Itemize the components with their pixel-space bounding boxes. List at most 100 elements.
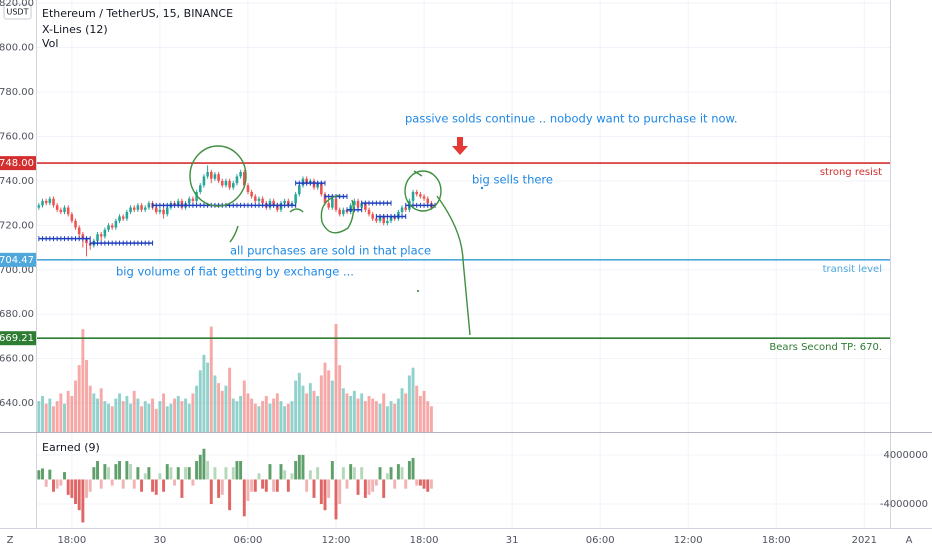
volume-bar [52, 406, 55, 432]
candle-body [140, 205, 143, 210]
candle-body [243, 172, 246, 186]
earned-bar [88, 479, 92, 492]
candle-body [59, 209, 63, 212]
volume-bar [228, 367, 232, 432]
candle-body [419, 194, 422, 197]
y-tick-label: 720.00 [0, 220, 34, 231]
volume-bar [250, 398, 254, 432]
volume-bar [275, 393, 279, 432]
currency-button[interactable] [3, 3, 32, 20]
toolbar-button[interactable]: A [906, 535, 913, 546]
earned-bar [129, 464, 133, 480]
volume-bar [349, 396, 353, 432]
x-tick-label: 12:00 [322, 535, 351, 546]
volume-bar [264, 396, 268, 432]
earned-bar [411, 457, 415, 480]
level-tag [0, 156, 36, 171]
earned-bar [272, 479, 276, 492]
earned-bar [85, 479, 88, 498]
earned-bar [327, 479, 331, 498]
earned-bar [352, 467, 356, 480]
earned-bar [301, 454, 305, 480]
earned-bar [217, 479, 221, 498]
volume-bar [341, 388, 345, 432]
volume-bar [70, 396, 74, 432]
volume-bar [184, 398, 188, 432]
candle-body [129, 207, 132, 212]
candle-body [235, 176, 239, 184]
earned-bar [385, 473, 389, 480]
toolbar-button[interactable]: Z [7, 535, 14, 546]
earned-bar [37, 470, 41, 480]
candle-body [107, 225, 110, 230]
volume-bar [371, 398, 375, 432]
volume-bar [129, 403, 133, 432]
earned-bar [55, 479, 59, 489]
earned-bar [242, 479, 246, 517]
earned-bar [389, 467, 393, 480]
volume-bar [114, 398, 118, 432]
grid [37, 0, 890, 528]
volume-bar [378, 403, 382, 432]
earned-bar [257, 473, 261, 480]
candle-body [382, 216, 385, 224]
volume-bar [301, 385, 305, 432]
volume-bar [213, 375, 217, 432]
volume-bar [143, 401, 147, 432]
candle-body [198, 185, 202, 192]
volume-bar [426, 401, 430, 432]
hand-stroke [229, 225, 239, 243]
earned-bar [418, 479, 422, 486]
candle-body [375, 218, 378, 221]
volume-bar [319, 375, 323, 432]
annotation: big volume of fiat getting by exchange .… [116, 265, 354, 279]
earned-bar [173, 479, 177, 486]
volume-bar [132, 390, 136, 432]
volume-bar [308, 383, 312, 432]
earned-bar [264, 479, 268, 492]
volume-bar [66, 390, 70, 432]
y-tick-label: 760.00 [0, 131, 34, 142]
candle-body [334, 198, 338, 210]
candle-body [246, 185, 250, 192]
volume-bar [74, 380, 77, 432]
earned-bar [228, 479, 232, 511]
volume-bar [286, 403, 290, 432]
candle-body [342, 209, 345, 215]
volume-bar [231, 398, 235, 432]
candle-body [353, 200, 356, 206]
arrow-down [452, 137, 468, 155]
annotation: passive solds continue .. nobody want to… [405, 112, 738, 126]
volume-bar [77, 365, 81, 432]
volume-bar [374, 401, 378, 432]
volume-bar [217, 383, 221, 432]
earned-bar [334, 479, 338, 520]
candle-body [77, 227, 81, 235]
earned-bar [360, 467, 364, 480]
candle-body [99, 234, 103, 237]
indicator-label: Vol [42, 37, 58, 50]
volume-bar [253, 403, 257, 432]
indicator-label: X-Lines (12) [42, 23, 108, 36]
candle-body [48, 198, 52, 204]
volume-bar [41, 396, 44, 432]
earned-bar [125, 461, 129, 480]
volume-bar [239, 396, 243, 432]
earned-bar [114, 464, 118, 480]
earned-bar [396, 464, 400, 480]
earned-bar [330, 461, 334, 480]
currency-label[interactable]: USDT [7, 8, 29, 17]
earned-bar [52, 479, 55, 492]
volume-bar [429, 406, 433, 432]
earned-bar [338, 479, 342, 505]
x-tick-label: 12:00 [674, 535, 703, 546]
earned-bar [312, 479, 316, 498]
candle-body [224, 180, 228, 186]
earned-bar [107, 467, 111, 480]
volume-bar [407, 375, 411, 432]
earned-bar [48, 469, 52, 480]
volume-bar [345, 393, 349, 432]
candle-body [239, 172, 242, 177]
volume-bar [235, 401, 239, 432]
